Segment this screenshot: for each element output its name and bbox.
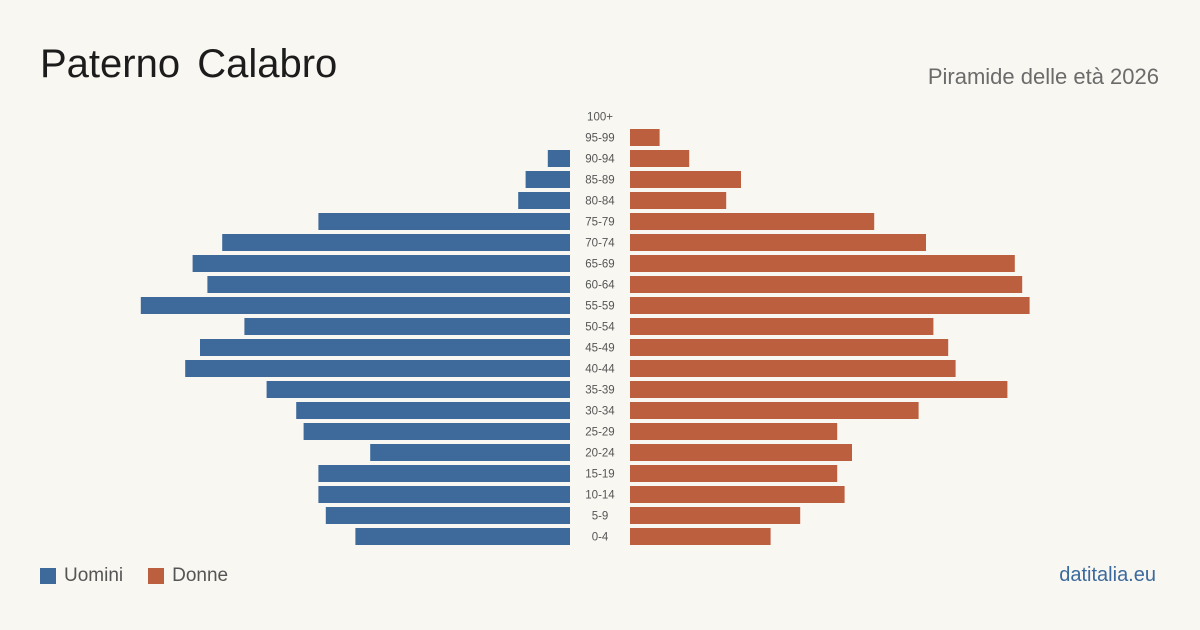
bar-women [630,444,852,461]
legend-item-women: Donne [148,565,228,587]
bar-women [630,318,934,335]
bar-men [355,528,570,545]
bar-women [630,297,1030,314]
bar-women [630,276,1023,293]
bar-women [630,360,956,377]
age-label: 15-19 [585,469,614,481]
bar-men [185,360,570,377]
age-label: 40-44 [585,364,615,376]
bar-women [630,381,1008,398]
age-label: 20-24 [585,448,615,460]
bar-women [630,171,741,188]
bar-women [630,192,727,209]
bar-men [266,381,570,398]
bar-women [630,423,838,440]
age-label: 80-84 [585,196,615,208]
legend-swatch-women [148,568,165,584]
chart-subtitle: Piramide delle età 2026 [927,64,1159,89]
age-label: 5-9 [592,511,609,523]
bar-women [630,465,838,482]
age-label: 45-49 [585,343,614,355]
age-label: 30-34 [585,406,615,418]
bar-men [325,507,570,524]
age-label: 75-79 [585,217,614,229]
legend-label-men: Uomini [64,565,124,586]
bar-men [200,339,570,356]
bar-men [140,297,571,314]
age-label: 70-74 [585,238,615,250]
age-label: 65-69 [585,259,614,271]
bar-men [296,402,570,419]
age-label: 55-59 [585,301,614,313]
bar-men [318,213,570,230]
bar-men [207,276,570,293]
age-label: 35-39 [585,385,614,397]
bar-women [630,486,845,503]
bar-men [244,318,570,335]
age-label: 90-94 [585,154,615,166]
bar-men [547,150,570,167]
bar-women [630,402,919,419]
bar-women [630,507,801,524]
age-label: 10-14 [585,490,615,502]
source-link[interactable]: datitalia.eu [1059,564,1156,586]
bar-men [370,444,570,461]
bar-men [222,234,570,251]
bar-men [318,465,570,482]
bar-men [318,486,570,503]
legend-label-women: Donne [172,565,229,586]
bar-women [630,255,1015,272]
age-label: 50-54 [585,322,615,334]
bar-women [630,213,875,230]
age-label: 0-4 [592,532,609,544]
legend-swatch-men [40,568,56,584]
bar-women [630,528,771,545]
age-label: 25-29 [585,427,614,439]
page-title: Paterno Calabro [40,42,338,86]
bar-men [525,171,570,188]
age-label: 95-99 [585,133,614,145]
bar-women [630,234,926,251]
bar-women [630,339,949,356]
bar-women [630,150,690,167]
legend: Uomini Donne [40,565,253,587]
bar-women [630,129,660,146]
age-label: 100+ [587,112,613,124]
age-label: 85-89 [585,175,614,187]
age-label: 60-64 [585,280,615,292]
bar-men [192,255,570,272]
legend-item-men: Uomini [40,565,123,587]
bar-men [518,192,570,209]
bar-men [303,423,570,440]
